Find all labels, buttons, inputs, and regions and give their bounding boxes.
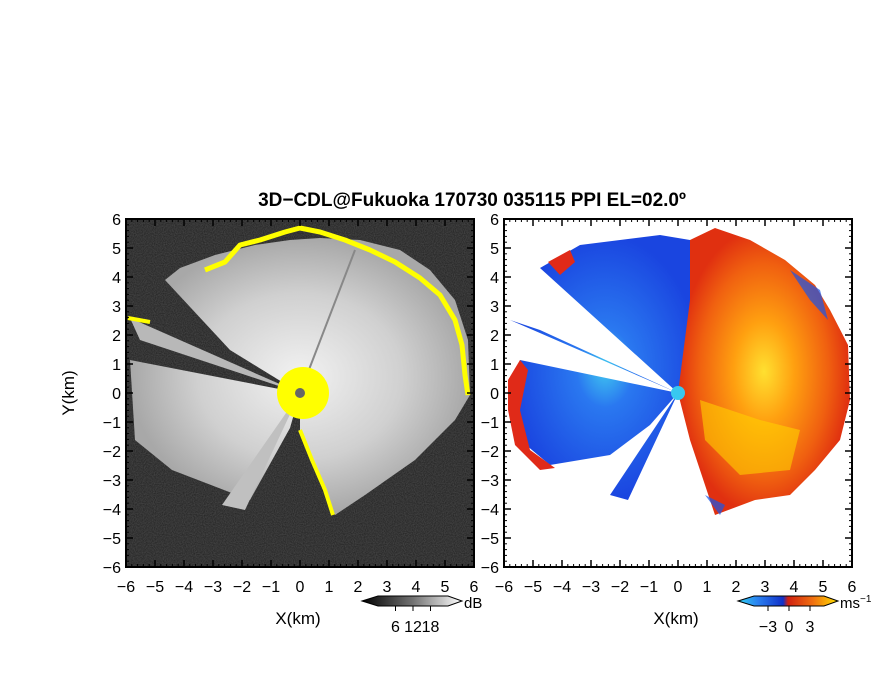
velocity-unit-base: ms [840,595,860,612]
velocity-colorbar-tick-label: −3 [759,619,777,636]
intensity-x-tick-label: −4 [175,579,193,596]
intensity-x-tick-label: −5 [146,579,164,596]
intensity-y-axis-label: Y(km) [59,370,78,415]
velocity-colorbar-unit: ms−1 [840,594,872,612]
intensity-y-tick-label: −5 [103,531,121,548]
velocity-y-tick-labels: 6 5 4 3 2 1 0 −1 −2 −3 −4 −5 −6 [481,212,499,577]
intensity-x-tick-labels: −6 −5 −4 −3 −2 −1 0 1 2 3 4 5 6 [117,579,479,596]
intensity-y-tick-label: 2 [112,328,121,345]
velocity-x-tick-labels: −6 −5 −4 −3 −2 −1 0 1 2 3 4 5 6 [495,579,857,596]
velocity-colorbar: −3 0 3 ms−1 [736,594,872,636]
intensity-y-tick-label: −3 [103,473,121,490]
intensity-y-tick-label: 4 [112,270,121,287]
velocity-y-tick-label: 1 [490,357,499,374]
velocity-x-tick-label: −6 [495,579,513,596]
intensity-y-tick-label: −1 [103,415,121,432]
intensity-x-axis-label: X(km) [275,609,320,628]
velocity-y-tick-label: −1 [481,415,499,432]
velocity-y-tick-label: 6 [490,212,499,229]
intensity-colorbar-tick-label: 12 [404,619,422,636]
velocity-x-tick-label: 2 [732,579,741,596]
intensity-colorbar-body [360,595,464,607]
intensity-y-tick-label: −2 [103,444,121,461]
intensity-colorbar-tick-label: 18 [422,619,440,636]
velocity-x-tick-label: −2 [611,579,629,596]
intensity-x-tick-label: 5 [441,579,450,596]
velocity-x-tick-label: 5 [819,579,828,596]
velocity-x-tick-label: −5 [524,579,542,596]
fringe-north [548,250,575,275]
intensity-y-tick-label: 3 [112,299,121,316]
intensity-y-tick-label: 6 [112,212,121,229]
velocity-x-tick-label: 6 [848,579,857,596]
intensity-y-tick-label: 0 [112,386,121,403]
radar-site-marker [295,388,305,398]
velocity-colorbar-tick-label: 3 [806,619,815,636]
velocity-colorbar-body [736,595,840,607]
velocity-image [504,219,852,567]
cloud-edge-rim-south [298,429,335,516]
velocity-y-tick-label: 5 [490,241,499,258]
echo-beam-southwest [222,393,300,510]
velocity-y-tick-label: −5 [481,531,499,548]
intensity-colorbar-ticks: 6 12 18 [391,606,440,636]
velocity-x-tick-label: −1 [640,579,658,596]
intensity-x-tick-label: 1 [325,579,334,596]
velocity-unit-exponent: −1 [860,594,872,605]
cloud-edge-rim-west [127,316,151,324]
receding-core [700,400,800,475]
velocity-colorbar-tick-label: 0 [785,619,794,636]
intensity-axis-ticks [125,218,475,568]
intensity-x-tick-label: 4 [412,579,421,596]
velocity-x-tick-label: 1 [703,579,712,596]
intensity-colorbar-unit: dB [464,595,482,612]
velocity-x-tick-label: −4 [553,579,571,596]
cloud-edge-rim [204,225,471,396]
velocity-y-tick-label: −2 [481,444,499,461]
approaching-region [510,235,700,500]
velocity-y-tick-label: 0 [490,386,499,403]
figure-title: 3D−CDL@Fukuoka 170730 035115 PPI EL=02.0… [258,190,686,211]
intensity-x-tick-label: −1 [262,579,280,596]
intensity-y-tick-label: 5 [112,241,121,258]
velocity-panel: −6 −5 −4 −3 −2 −1 0 1 2 3 4 5 6 6543210−1−2−3−4−5−6 … [481,212,857,628]
intensity-x-tick-label: 3 [383,579,392,596]
velocity-x-axis-label: X(km) [653,609,698,628]
edge-speckle [705,270,828,515]
intensity-x-tick-label: 2 [354,579,363,596]
velocity-colorbar-ticks: −3 0 3 [759,606,815,636]
velocity-x-tick-label: 0 [674,579,683,596]
intensity-x-tick-label: −3 [204,579,222,596]
intensity-x-tick-label: −2 [233,579,251,596]
velocity-y-tick-label: −4 [481,502,499,519]
intensity-y-tick-label: 1 [112,357,121,374]
intensity-y-tick-label: −6 [103,560,121,577]
intensity-y-tick-labels: 6 5 4 3 2 1 0 −1 −2 −3 −4 −5 −6 [103,212,121,577]
fringe-west [508,360,555,470]
velocity-x-tick-label: −3 [582,579,600,596]
velocity-y-tick-label: 2 [490,328,499,345]
velocity-x-tick-label: 4 [790,579,799,596]
echo-beam-west [130,318,300,393]
intensity-colorbar-tick-label: 6 [391,619,400,636]
velocity-y-tick-label: 4 [490,270,499,287]
velocity-y-tick-label: −6 [481,560,499,577]
intensity-y-tick-label: −4 [103,502,121,519]
intensity-x-tick-label: 6 [470,579,479,596]
intensity-x-tick-label: 0 [296,579,305,596]
intensity-panel: −6 −5 −4 −3 −2 −1 0 1 2 3 4 5 6 6543210−1−2−3−4−5−6 … [59,212,479,628]
intensity-image [126,219,474,567]
near-zero-velocity [671,386,685,400]
velocity-x-tick-label: 3 [761,579,770,596]
intensity-x-tick-label: −6 [117,579,135,596]
velocity-y-tick-label: −3 [481,473,499,490]
intensity-colorbar: 6 12 18 dB [360,595,482,636]
velocity-axis-ticks [503,218,853,568]
velocity-y-tick-label: 3 [490,299,499,316]
